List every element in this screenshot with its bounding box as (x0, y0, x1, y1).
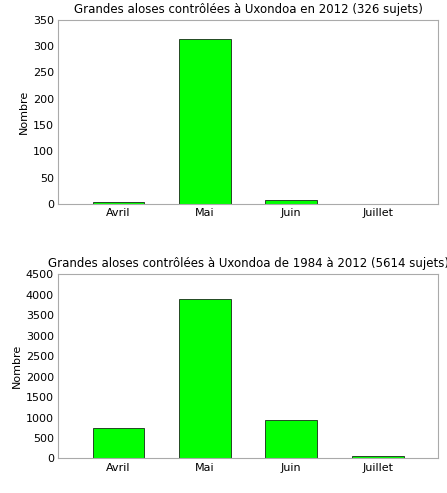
Bar (352, 456, 404, 458)
Title: Grandes aloses contrôlées à Uxondoa en 2012 (326 sujets): Grandes aloses contrôlées à Uxondoa en 2… (74, 3, 422, 16)
Bar (179, 299, 231, 458)
Bar (266, 200, 317, 204)
Bar (93, 202, 144, 204)
Y-axis label: Nombre: Nombre (19, 90, 29, 134)
Y-axis label: Nombre: Nombre (12, 344, 21, 388)
Bar (266, 420, 317, 458)
Bar (179, 38, 231, 204)
Bar (93, 428, 144, 458)
Title: Grandes aloses contrôlées à Uxondoa de 1984 à 2012 (5614 sujets): Grandes aloses contrôlées à Uxondoa de 1… (47, 257, 447, 270)
